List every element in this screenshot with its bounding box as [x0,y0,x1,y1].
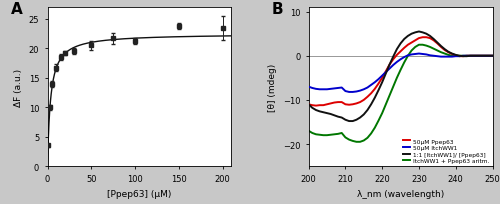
Y-axis label: ΔF (a.u.): ΔF (a.u.) [14,68,23,106]
Text: A: A [10,2,22,17]
Legend: 50μM Ppep63, 50μM ItchWW1, 1:1 [ItchWW1]/ [Ppep63], ItchWW1 + Ppep63 aritm.: 50μM Ppep63, 50μM ItchWW1, 1:1 [ItchWW1]… [404,139,490,163]
Y-axis label: [θ] (mdeg): [θ] (mdeg) [268,63,277,111]
Text: B: B [272,2,283,17]
X-axis label: λ_nm (wavelength): λ_nm (wavelength) [357,189,444,198]
X-axis label: [Ppep63] (μM): [Ppep63] (μM) [108,189,172,198]
